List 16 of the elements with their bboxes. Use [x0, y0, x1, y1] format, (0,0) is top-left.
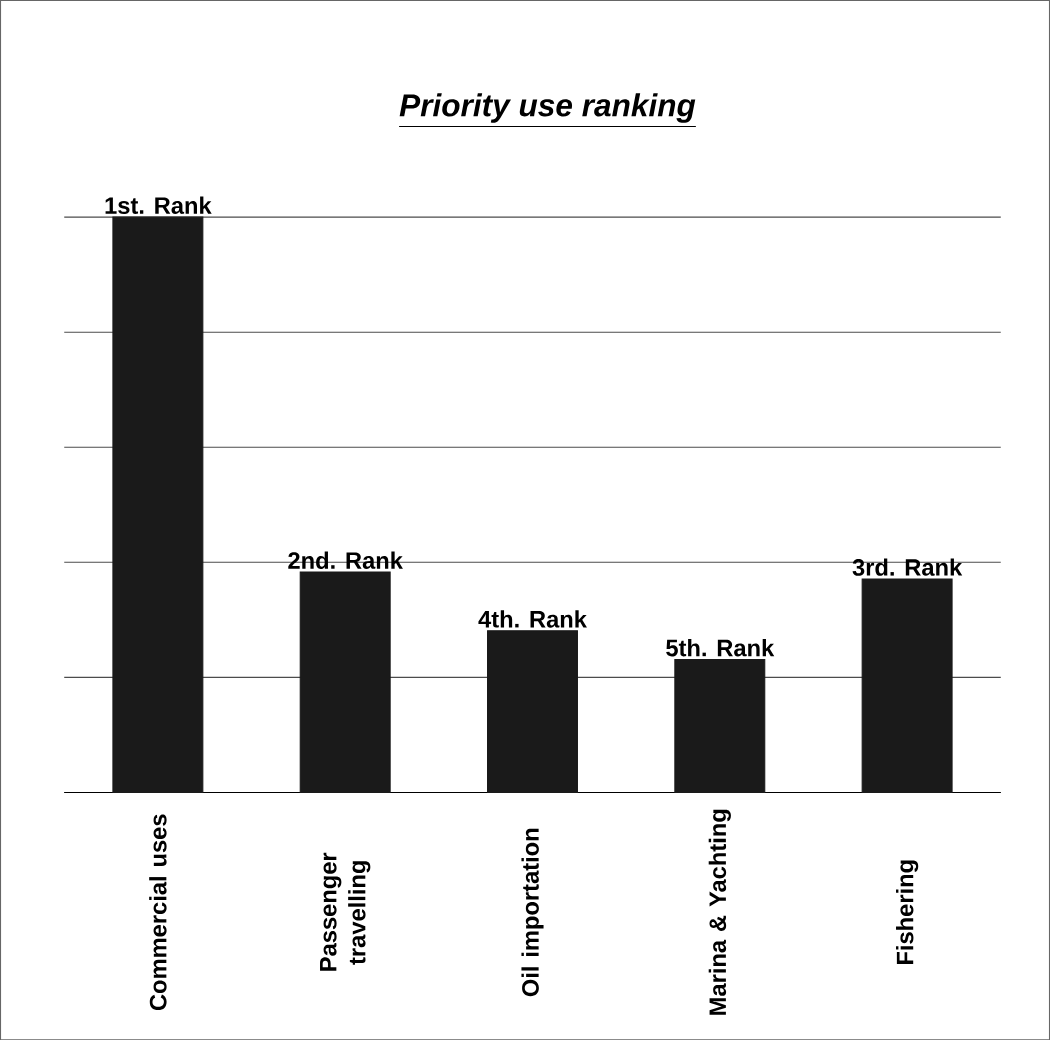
x-tick-label: Commercial uses [149, 814, 167, 1010]
x-tick-label: Oil importation [521, 828, 544, 997]
annotation: 2nd. Rank [288, 551, 403, 569]
annotation: 5th. Rank [666, 638, 775, 657]
chart-title: Priority use ranking [399, 93, 696, 123]
x-tick-label: Fishering [896, 860, 919, 964]
bar [299, 571, 391, 793]
bar [112, 216, 204, 793]
annotation: 1st. Rank [105, 196, 212, 214]
bar [487, 630, 578, 793]
x-tick-label: Passenger travelling [320, 852, 371, 971]
bar [674, 658, 766, 793]
annotation: 3rd. Rank [852, 558, 963, 576]
annotation: 4th. Rank [478, 610, 587, 628]
bar [861, 578, 953, 793]
x-tick-label: Marina & Yachting [708, 809, 731, 1015]
